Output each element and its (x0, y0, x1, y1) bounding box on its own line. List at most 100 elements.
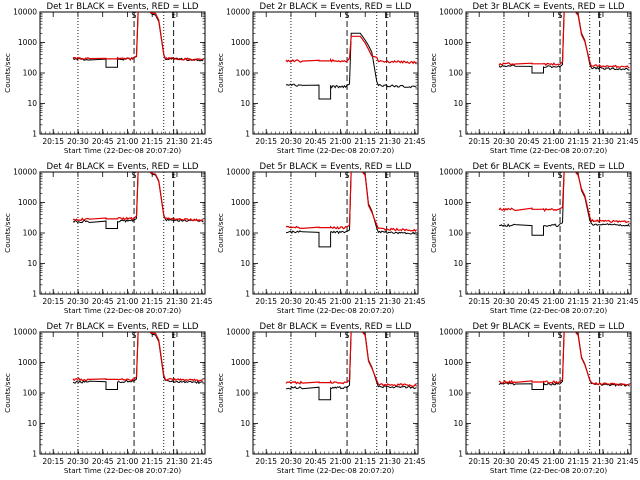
x-tick-label: 21:00 (117, 297, 139, 306)
x-tick-label: 21:30 (592, 297, 614, 306)
series-line-lld (498, 172, 630, 224)
series-line-lld (285, 172, 417, 232)
marker-label-S: S (132, 11, 137, 20)
marker-label-E: E (384, 11, 389, 20)
y-tick-label: 10000 (439, 8, 463, 17)
x-tick-label: 20:30 (67, 457, 89, 466)
y-tick-label: 1 (245, 450, 250, 459)
panel-title: Det 8r BLACK = Events, RED = LLD (259, 322, 411, 332)
x-tick-label: 20:15 (468, 457, 490, 466)
x-tick-label: 21:30 (379, 457, 401, 466)
x-tick-label: 21:15 (354, 297, 376, 306)
panel-title: Det 6r BLACK = Events, RED = LLD (472, 162, 624, 172)
y-tick-label: 10 (27, 99, 37, 108)
panel-title: Det 5r BLACK = Events, RED = LLD (259, 162, 411, 172)
x-tick-label: 21:45 (191, 297, 213, 306)
x-tick-label: 21:30 (166, 457, 188, 466)
panel-det-2: Det 2r BLACK = Events, RED = LLD Counts/s… (216, 2, 426, 155)
x-tick-label: 21:45 (404, 137, 426, 146)
x-tick-label: 21:00 (117, 457, 139, 466)
x-tick-label: 21:15 (567, 137, 589, 146)
x-axis-label: Start Time (22-Dec-08 20:07:20) (277, 306, 394, 315)
y-tick-label: 1000 (18, 198, 37, 207)
marker-label-E: E (171, 331, 176, 340)
y-tick-label: 100 (23, 389, 38, 398)
y-tick-label: 10000 (13, 8, 37, 17)
y-axis-label: Counts/sec (429, 53, 438, 93)
y-tick-label: 10000 (439, 168, 463, 177)
y-tick-label: 1000 (444, 38, 463, 47)
x-tick-label: 21:15 (354, 457, 376, 466)
x-tick-label: 20:30 (493, 457, 515, 466)
marker-label-E: E (597, 331, 602, 340)
y-axis-label: Counts/sec (216, 373, 225, 413)
plot-frame (39, 11, 206, 135)
panel-det-4: Det 4r BLACK = Events, RED = LLD Counts/s… (3, 162, 213, 315)
y-tick-label: 100 (236, 69, 251, 78)
y-tick-label: 100 (23, 229, 38, 238)
series-line-lld (72, 172, 204, 222)
y-axis-label: Counts/sec (216, 213, 225, 253)
y-tick-label: 1 (245, 130, 250, 139)
x-tick-label: 21:00 (330, 457, 352, 466)
y-tick-label: 1000 (444, 198, 463, 207)
x-tick-label: 20:45 (92, 137, 114, 146)
plot-frame (465, 11, 632, 135)
marker-label-E: E (384, 331, 389, 340)
x-tick-label: 21:30 (379, 137, 401, 146)
y-tick-label: 10 (240, 99, 250, 108)
marker-label-S: S (558, 11, 563, 20)
x-axis-label: Start Time (22-Dec-08 20:07:20) (490, 306, 607, 315)
x-axis-label: Start Time (22-Dec-08 20:07:20) (490, 466, 607, 475)
x-tick-label: 20:15 (255, 297, 277, 306)
series-line-events (498, 12, 630, 74)
panel-title: Det 2r BLACK = Events, RED = LLD (259, 2, 411, 12)
y-tick-label: 1000 (231, 358, 250, 367)
panel-det-3: Det 3r BLACK = Events, RED = LLD Counts/s… (429, 2, 639, 155)
x-tick-label: 20:30 (493, 137, 515, 146)
x-tick-label: 21:30 (166, 297, 188, 306)
x-tick-label: 21:00 (543, 297, 565, 306)
marker-label-E: E (171, 11, 176, 20)
y-tick-label: 10 (27, 259, 37, 268)
y-tick-label: 1 (32, 130, 37, 139)
marker-label-E: E (597, 171, 602, 180)
x-tick-label: 21:15 (141, 137, 163, 146)
x-tick-label: 20:30 (67, 137, 89, 146)
x-tick-label: 20:30 (280, 457, 302, 466)
x-tick-label: 20:15 (42, 297, 64, 306)
plot-frame (465, 331, 632, 455)
x-axis-label: Start Time (22-Dec-08 20:07:20) (277, 466, 394, 475)
y-tick-label: 10000 (226, 168, 250, 177)
x-tick-label: 21:45 (404, 457, 426, 466)
y-tick-label: 1000 (18, 358, 37, 367)
panel-det-9: Det 9r BLACK = Events, RED = LLD Counts/s… (429, 322, 639, 475)
y-tick-label: 1000 (18, 38, 37, 47)
y-tick-label: 100 (236, 229, 251, 238)
y-tick-label: 10 (240, 259, 250, 268)
x-tick-label: 21:15 (141, 457, 163, 466)
marker-label-S: S (132, 331, 137, 340)
series-line-events (72, 332, 204, 390)
series-line-events (498, 332, 630, 390)
x-tick-label: 20:30 (280, 137, 302, 146)
marker-label-E: E (597, 11, 602, 20)
x-tick-label: 21:15 (354, 137, 376, 146)
y-tick-label: 1 (245, 290, 250, 299)
series-line-events (285, 32, 417, 100)
x-tick-label: 20:45 (518, 137, 540, 146)
y-tick-label: 10000 (226, 8, 250, 17)
series-line-lld (285, 35, 417, 65)
y-tick-label: 1 (32, 450, 37, 459)
x-axis-label: Start Time (22-Dec-08 20:07:20) (64, 306, 181, 315)
marker-label-E: E (171, 171, 176, 180)
panel-title: Det 3r BLACK = Events, RED = LLD (472, 2, 624, 12)
x-tick-label: 20:15 (468, 297, 490, 306)
y-tick-label: 10 (453, 419, 463, 428)
y-tick-label: 10000 (13, 328, 37, 337)
y-tick-label: 1000 (231, 38, 250, 47)
x-tick-label: 20:15 (42, 457, 64, 466)
y-tick-label: 1 (32, 290, 37, 299)
y-tick-label: 10 (453, 259, 463, 268)
y-tick-label: 1 (458, 450, 463, 459)
